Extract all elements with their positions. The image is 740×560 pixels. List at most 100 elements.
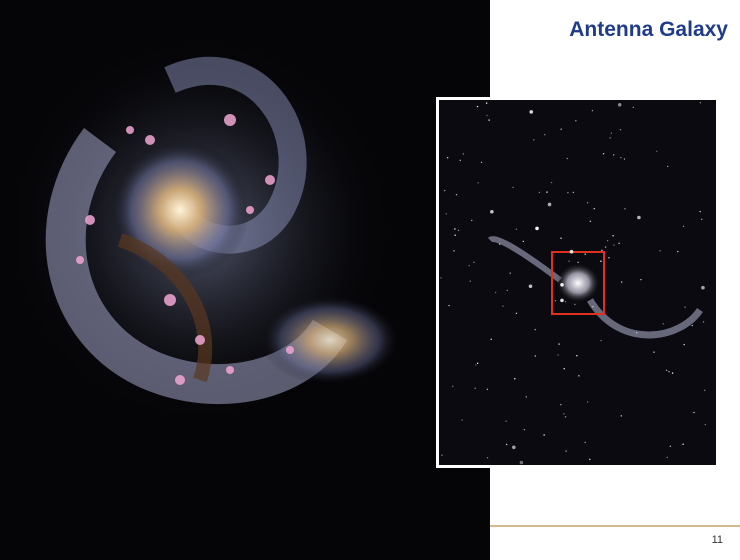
- star: [701, 218, 703, 221]
- star: [653, 351, 655, 353]
- star: [624, 208, 626, 210]
- star: [601, 249, 603, 252]
- star: [528, 284, 533, 289]
- star: [490, 338, 492, 341]
- star: [473, 261, 475, 264]
- star: [557, 354, 559, 356]
- star: [560, 283, 564, 287]
- star: [547, 202, 552, 207]
- star: [572, 191, 575, 194]
- star: [494, 291, 497, 294]
- star: [565, 450, 567, 452]
- star: [568, 260, 570, 262]
- star: [613, 244, 615, 246]
- star: [443, 189, 446, 192]
- star: [515, 312, 518, 315]
- star: [448, 304, 450, 307]
- star: [490, 209, 494, 214]
- star: [659, 250, 661, 252]
- star: [546, 191, 548, 193]
- star: [499, 243, 501, 245]
- star: [564, 416, 567, 418]
- star: [682, 443, 684, 445]
- star: [560, 298, 564, 303]
- star: [554, 299, 557, 302]
- star: [600, 339, 602, 342]
- star: [656, 150, 658, 153]
- star: [669, 445, 672, 448]
- star: [699, 101, 702, 104]
- star: [505, 443, 508, 446]
- star: [441, 454, 443, 456]
- star: [576, 355, 578, 357]
- star: [569, 249, 574, 254]
- star: [640, 278, 642, 281]
- star: [558, 343, 560, 345]
- star: [525, 396, 527, 398]
- star: [468, 264, 470, 267]
- star: [529, 110, 534, 114]
- star: [702, 321, 705, 323]
- star: [591, 109, 594, 112]
- star: [612, 235, 614, 237]
- star: [505, 420, 507, 422]
- star: [668, 371, 670, 373]
- star: [610, 132, 613, 134]
- star: [666, 165, 669, 168]
- star: [543, 434, 545, 436]
- star: [693, 411, 695, 414]
- star: [682, 225, 685, 228]
- star: [701, 285, 705, 290]
- star: [512, 186, 514, 189]
- star: [476, 105, 479, 108]
- star: [474, 387, 476, 390]
- star: [550, 181, 553, 184]
- star: [560, 237, 562, 239]
- page-number: 11: [711, 534, 723, 546]
- star: [454, 234, 456, 236]
- star: [560, 403, 562, 406]
- star: [662, 323, 665, 325]
- star: [574, 303, 576, 306]
- star: [684, 306, 686, 308]
- star: [502, 305, 504, 307]
- star: [544, 133, 546, 136]
- stars: [440, 101, 707, 465]
- star: [584, 441, 586, 444]
- star: [440, 277, 442, 279]
- star: [564, 301, 567, 303]
- star: [506, 289, 508, 292]
- star: [538, 191, 541, 194]
- star: [454, 228, 456, 230]
- star: [512, 445, 516, 450]
- star: [620, 415, 622, 417]
- star: [619, 128, 622, 131]
- star: [563, 368, 565, 370]
- star: [522, 240, 525, 243]
- star: [602, 153, 605, 155]
- star: [691, 324, 693, 327]
- star: [515, 228, 518, 231]
- star: [446, 157, 449, 159]
- star: [592, 306, 594, 308]
- star: [621, 281, 623, 283]
- star: [666, 456, 668, 459]
- star: [589, 220, 592, 222]
- star: [637, 215, 641, 220]
- star: [452, 385, 454, 387]
- star: [519, 460, 524, 465]
- star: [457, 229, 460, 232]
- star: [586, 401, 589, 403]
- star: [632, 106, 635, 108]
- star: [613, 154, 615, 156]
- star: [534, 355, 536, 357]
- star: [623, 158, 626, 160]
- highlight-box: [551, 251, 605, 315]
- star: [620, 156, 622, 159]
- star: [584, 253, 586, 255]
- star: [459, 159, 461, 161]
- star: [480, 161, 483, 164]
- star: [485, 102, 488, 104]
